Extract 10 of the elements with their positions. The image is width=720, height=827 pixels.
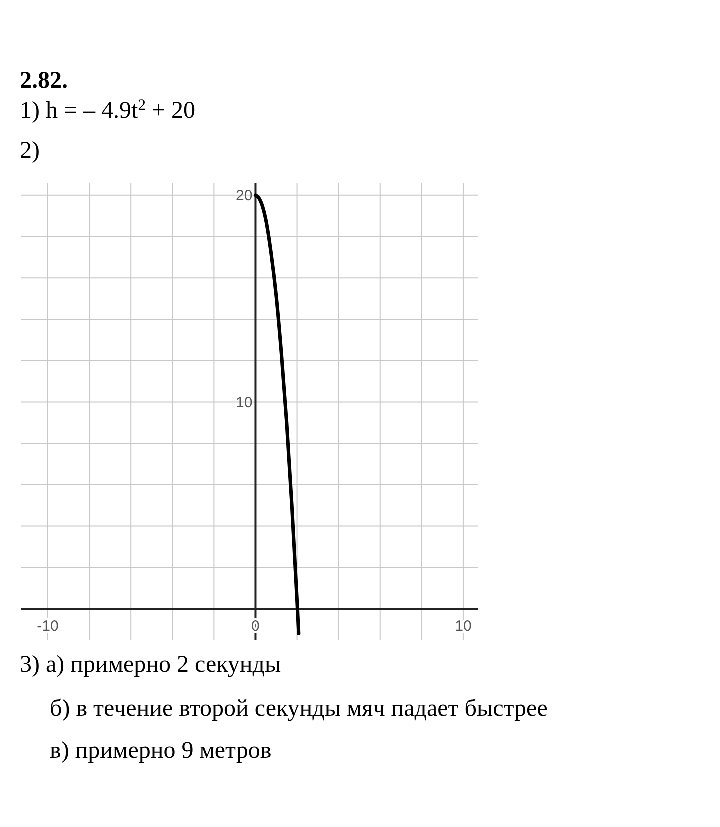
text: в) примерно 9 метров xyxy=(50,738,272,764)
text: 1) h = – 4.9t$^{2}$ + 20 xyxy=(20,96,196,124)
chart-title: 2.82. xyxy=(20,68,68,94)
line-series xyxy=(254,194,301,636)
y-tick-label: 20 xyxy=(236,188,253,205)
text: 2) xyxy=(20,138,40,164)
x-tick-label: -10 xyxy=(37,618,59,635)
text: б) в течение второй секунды мяч падает быстрее xyxy=(50,696,548,722)
text: 3) а) примерно 2 секунды xyxy=(20,652,282,678)
x-tick-label: 10 xyxy=(455,618,472,635)
